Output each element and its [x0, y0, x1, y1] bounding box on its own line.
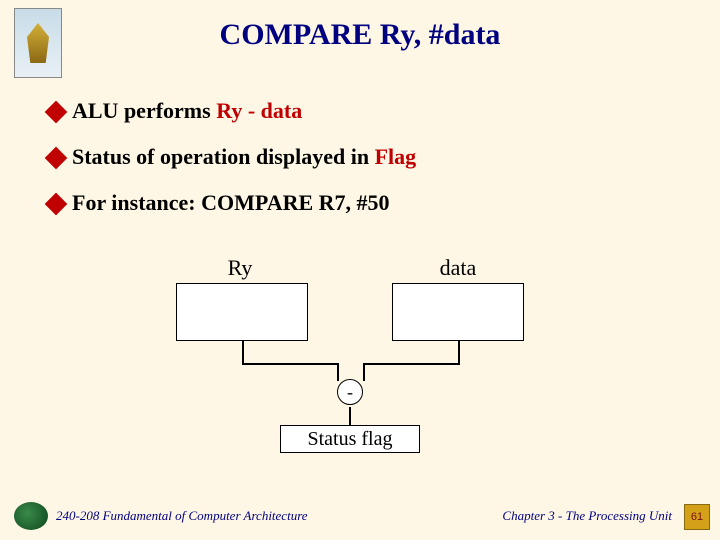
bullet-item: For instance: COMPARE R7, #50 — [48, 190, 668, 216]
bullet-text: Status of operation displayed in — [72, 144, 375, 169]
bullet-highlight: Flag — [375, 144, 417, 169]
bullet-diamond-icon — [45, 147, 68, 170]
page-number: 61 — [691, 511, 703, 523]
bullet-diamond-icon — [45, 193, 68, 216]
bullet-diamond-icon — [45, 101, 68, 124]
connector-line — [242, 363, 338, 365]
bullet-item: Status of operation displayed in Flag — [48, 144, 668, 170]
footer-logo — [14, 502, 48, 530]
data-label: data — [428, 255, 488, 281]
connector-line — [364, 363, 460, 365]
connector-line — [337, 363, 339, 381]
slide-title: COMPARE Ry, #data — [0, 18, 720, 52]
bullet-highlight: Ry - data — [216, 98, 302, 123]
data-box — [392, 283, 524, 341]
page-number-chip: 61 — [684, 504, 710, 530]
connector-line — [242, 341, 244, 363]
status-flag-box: Status flag — [280, 425, 420, 453]
bullet-text: ALU performs — [72, 98, 216, 123]
compare-diagram: Ry data - Status flag — [160, 255, 560, 485]
ry-label: Ry — [210, 255, 270, 281]
connector-line — [349, 407, 351, 425]
bullet-item: ALU performs Ry - data — [48, 98, 668, 124]
footer-chapter: Chapter 3 - The Processing Unit — [502, 508, 672, 524]
minus-operator: - — [337, 379, 363, 405]
connector-line — [458, 341, 460, 363]
status-flag-label: Status flag — [308, 428, 393, 451]
ry-box — [176, 283, 308, 341]
footer-course: 240-208 Fundamental of Computer Architec… — [56, 508, 308, 524]
operator-symbol: - — [347, 383, 353, 401]
connector-line — [363, 363, 365, 381]
bullet-list: ALU performs Ry - data Status of operati… — [48, 98, 668, 236]
bullet-text: For instance: COMPARE R7, #50 — [72, 190, 390, 215]
